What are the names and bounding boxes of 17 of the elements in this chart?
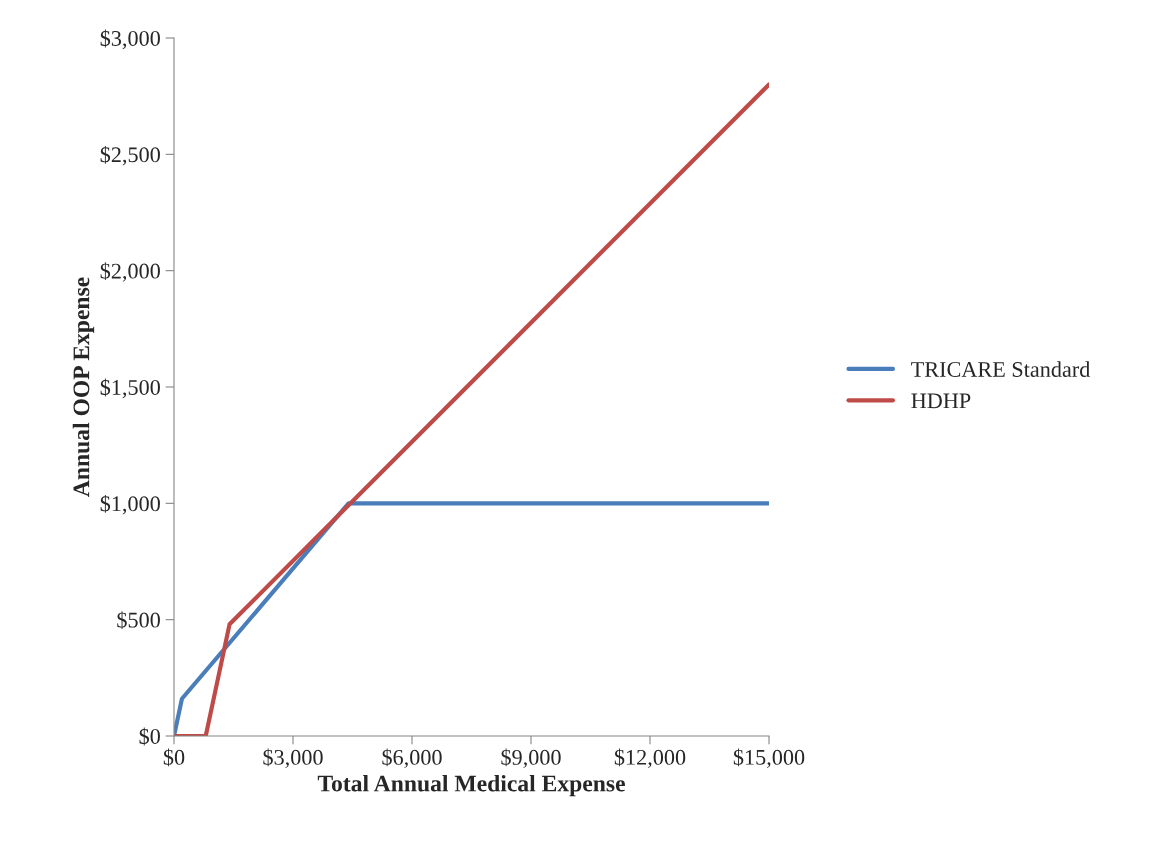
x-tick-label: $15,000 bbox=[733, 748, 805, 769]
y-tick-label: $0 bbox=[139, 727, 160, 746]
x-tick-label: $3,000 bbox=[263, 748, 323, 769]
x-tick-label: $9,000 bbox=[501, 748, 561, 769]
x-tick-label: $6,000 bbox=[382, 748, 442, 769]
x-tick-label: $0 bbox=[163, 748, 185, 767]
y-tick-label: $2,500 bbox=[100, 145, 160, 166]
y-tick-label: $1,000 bbox=[100, 494, 160, 515]
y-axis-title: Annual OOP Expense bbox=[72, 277, 95, 497]
y-tick-label: $3,000 bbox=[100, 29, 160, 50]
legend-label: HDHP bbox=[911, 393, 971, 409]
y-tick-label: $500 bbox=[117, 611, 160, 630]
x-tick-label: $12,000 bbox=[614, 748, 686, 769]
legend-label: TRICARE Standard bbox=[911, 361, 1091, 377]
y-tick-label: $2,000 bbox=[100, 262, 160, 282]
y-tick-label: $1,500 bbox=[100, 378, 160, 399]
x-axis-title: Total Annual Medical Expense bbox=[317, 774, 625, 797]
